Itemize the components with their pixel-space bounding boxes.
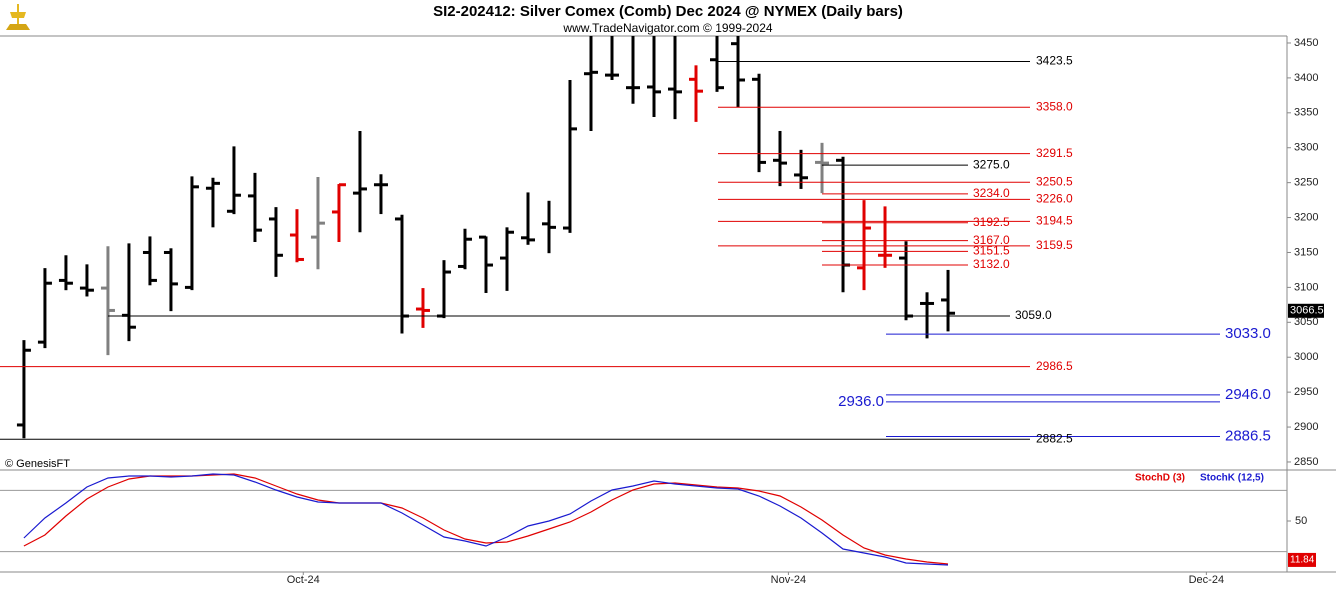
y-tick-label: 3050 (1294, 316, 1318, 328)
y-tick-label: 3400 (1294, 72, 1318, 84)
legend-entry: StochK (12,5) (1200, 473, 1264, 484)
level-label: 3194.5 (1036, 214, 1073, 228)
level-label: 3033.0 (1225, 325, 1271, 342)
level-label: 3291.5 (1036, 146, 1073, 160)
watermark: © GenesisFT (5, 458, 70, 470)
level-label: 3132.0 (973, 257, 1010, 271)
last-price-label: 3066.5 (1290, 305, 1324, 317)
level-label: 3167.0 (973, 233, 1010, 247)
level-label: 3358.0 (1036, 99, 1073, 113)
y-tick-label: 3350 (1294, 107, 1318, 119)
y-tick-label: 3000 (1294, 351, 1318, 363)
level-label: 2886.5 (1225, 427, 1271, 444)
x-tick-label: Nov-24 (771, 574, 806, 586)
level-label: 3192.5 (973, 215, 1010, 229)
legend-entry: StochD (3) (1135, 473, 1185, 484)
level-label: 3059.0 (1015, 308, 1052, 322)
y-tick-label: 2850 (1294, 456, 1318, 468)
chart-subtitle: www.TradeNavigator.com © 1999-2024 (562, 21, 772, 35)
level-label: 2882.5 (1036, 431, 1073, 445)
y-tick-label: 3200 (1294, 211, 1318, 223)
level-label: 2986.5 (1036, 359, 1073, 373)
y-tick-label: 3450 (1294, 37, 1318, 49)
level-label: 3159.5 (1036, 238, 1073, 252)
stoch-line (23, 473, 949, 566)
plot-area (16, 36, 956, 439)
y-tick-label: 3100 (1294, 281, 1318, 293)
level-label: 3275.0 (973, 157, 1010, 171)
level-label: 3226.0 (1036, 192, 1073, 206)
level-label: 3423.5 (1036, 54, 1073, 68)
last-value-label: 11.84 (1290, 555, 1315, 566)
level-label: 2936.0 (838, 393, 884, 410)
logo (6, 4, 30, 30)
x-tick-label: Oct-24 (287, 574, 320, 586)
y-tick-label: 3150 (1294, 246, 1318, 258)
last-value-box (1288, 552, 1316, 567)
level-label: 3250.5 (1036, 174, 1073, 188)
level-label: 3151.5 (973, 244, 1010, 258)
y-tick-label: 2950 (1294, 386, 1318, 398)
y-tick-label: 50 (1295, 515, 1307, 527)
level-label: 2946.0 (1225, 386, 1271, 403)
chart-title: SI2-202412: Silver Comex (Comb) Dec 2024… (433, 3, 903, 20)
level-label: 3234.0 (973, 186, 1010, 200)
y-tick-label: 3250 (1294, 177, 1318, 189)
last-price-box (1288, 303, 1324, 318)
x-tick-label: Dec-24 (1189, 574, 1224, 586)
stoch-line (23, 473, 949, 565)
y-tick-label: 2900 (1294, 421, 1318, 433)
y-tick-label: 3300 (1294, 142, 1318, 154)
